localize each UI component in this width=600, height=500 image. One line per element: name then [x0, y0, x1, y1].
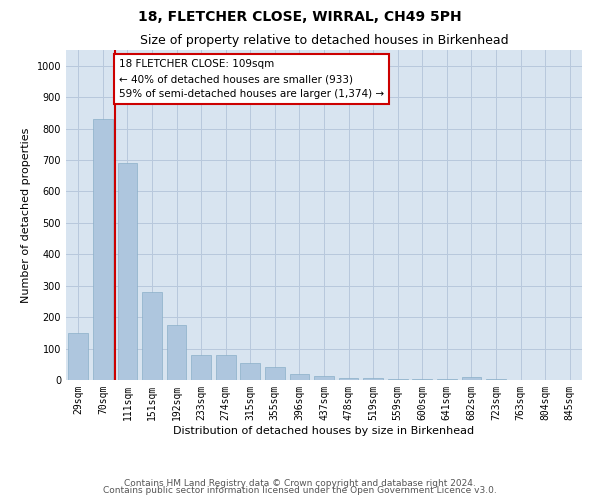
Title: Size of property relative to detached houses in Birkenhead: Size of property relative to detached ho…: [140, 34, 508, 48]
Bar: [167, 325, 187, 380]
Text: Contains public sector information licensed under the Open Government Licence v3: Contains public sector information licen…: [103, 486, 497, 495]
Bar: [364, 378, 383, 380]
X-axis label: Distribution of detached houses by size in Birkenhead: Distribution of detached houses by size …: [173, 426, 475, 436]
Bar: [265, 368, 284, 380]
Bar: [339, 378, 358, 380]
Text: Contains HM Land Registry data © Crown copyright and database right 2024.: Contains HM Land Registry data © Crown c…: [124, 478, 476, 488]
Bar: [68, 333, 88, 380]
Y-axis label: Number of detached properties: Number of detached properties: [21, 128, 31, 302]
Bar: [461, 377, 481, 380]
Text: 18, FLETCHER CLOSE, WIRRAL, CH49 5PH: 18, FLETCHER CLOSE, WIRRAL, CH49 5PH: [138, 10, 462, 24]
Bar: [241, 362, 260, 380]
Bar: [118, 163, 137, 380]
Bar: [314, 376, 334, 380]
Bar: [191, 355, 211, 380]
Bar: [93, 119, 113, 380]
Bar: [388, 378, 407, 380]
Bar: [216, 356, 236, 380]
Bar: [290, 374, 309, 380]
Bar: [412, 379, 432, 380]
Bar: [142, 292, 162, 380]
Text: 18 FLETCHER CLOSE: 109sqm
← 40% of detached houses are smaller (933)
59% of semi: 18 FLETCHER CLOSE: 109sqm ← 40% of detac…: [119, 60, 384, 99]
